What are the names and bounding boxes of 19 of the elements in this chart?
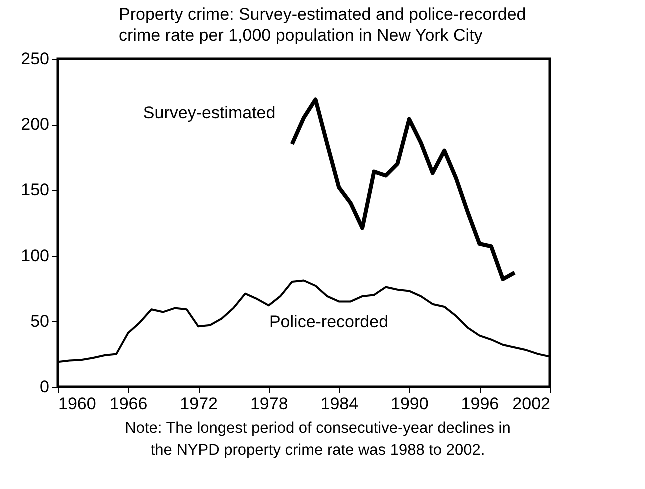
y-tick-label: 100	[21, 246, 50, 266]
series-label: Police-recorded	[269, 312, 389, 332]
x-tick-label: 1984	[320, 394, 359, 414]
x-tick-label: 1978	[250, 394, 288, 414]
series-label: Survey-estimated	[143, 104, 276, 123]
x-tick-label: 1990	[391, 394, 429, 414]
chart-title: Property crime: Survey-estimated and police-recorded crime rate per 1,000 population in New York City	[119, 4, 528, 46]
x-tick-label: 1960	[58, 394, 96, 414]
x-tick-label: 1996	[461, 394, 500, 414]
y-tick-label: 50	[30, 312, 50, 331]
y-tick-label: 0	[40, 378, 50, 396]
y-tick-label: 200	[21, 115, 50, 134]
line-series	[290, 98, 517, 282]
x-tick-label: 1966	[110, 394, 148, 414]
y-tick-label: 250	[21, 50, 50, 68]
y-tick-label: 150	[21, 180, 50, 200]
x-tick-label: 1972	[180, 394, 218, 414]
x-tick-label: 2002	[512, 394, 550, 414]
text: Note: The longest period of consecutive-year declines in the NYPD property crime rate was 1988 to 2002.	[124, 419, 512, 461]
